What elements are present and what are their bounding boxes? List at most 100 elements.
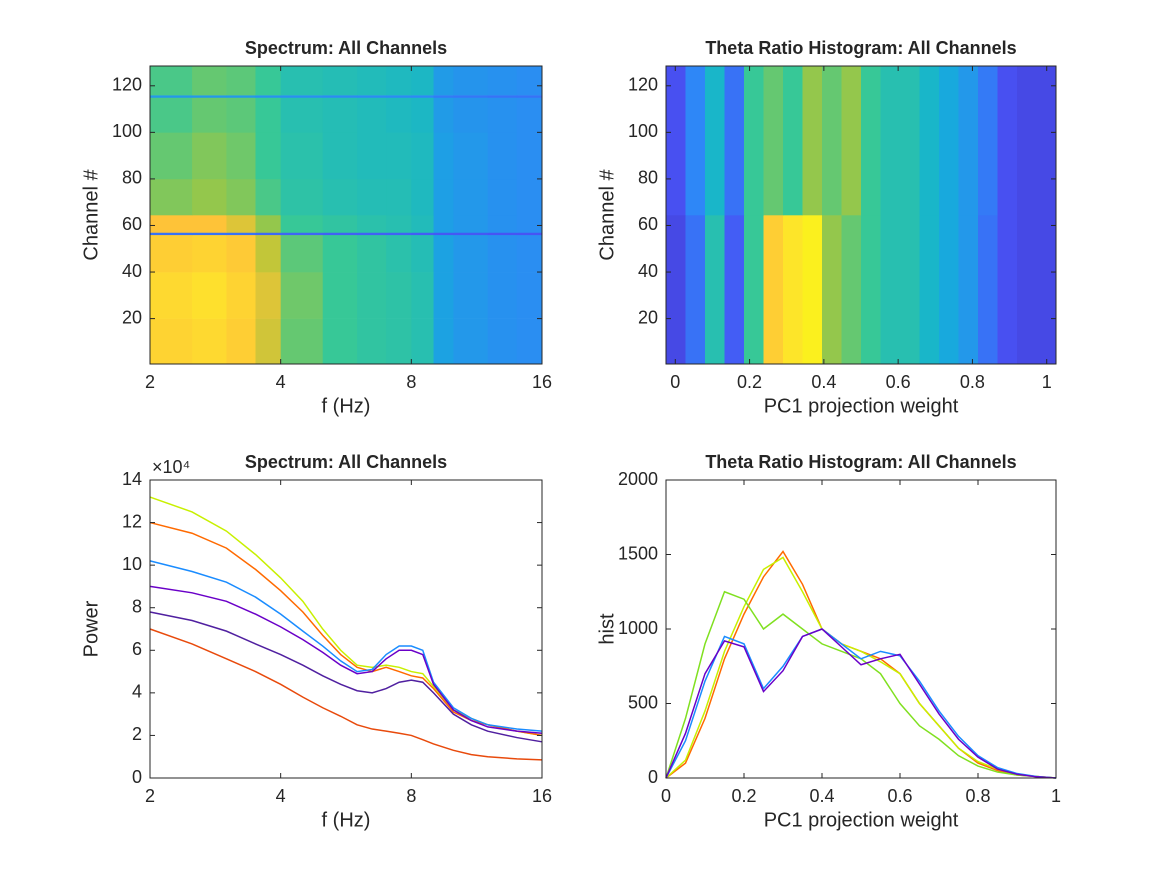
heatmap-cell (357, 234, 387, 273)
heatmap-cell (386, 132, 412, 180)
heatmap-cell (150, 234, 193, 273)
heatmap-cell (411, 318, 435, 365)
heatmap-cell (411, 215, 435, 233)
heatmap-cell (357, 132, 387, 180)
heatmap-cell (150, 232, 193, 236)
chart-title: Theta Ratio Histogram: All Channels (705, 38, 1016, 58)
heatmap-cell (433, 318, 454, 365)
x-tick-label: 0 (670, 372, 680, 392)
y-tick-label: 2000 (618, 469, 658, 489)
y-tick-label: 10 (122, 554, 142, 574)
heatmap-cell (666, 66, 686, 216)
heatmap-cell (322, 318, 358, 365)
heatmap-cell (744, 66, 764, 216)
heatmap-cell (724, 66, 745, 216)
x-tick-label: 0.4 (809, 786, 834, 806)
series-line (665, 590, 1057, 779)
heatmap-cell (978, 66, 998, 216)
heatmap-cell (516, 66, 543, 96)
y-tick-label: 0 (132, 767, 142, 787)
heatmap-cell (516, 132, 543, 180)
series-line (149, 628, 543, 761)
heatmap-cell (666, 215, 686, 365)
heatmap-cell (997, 215, 1018, 365)
heatmap-cell (322, 215, 358, 233)
heatmap-cell (487, 234, 518, 273)
heatmap-cell (150, 95, 193, 98)
heatmap-cell (255, 178, 282, 216)
subplot: 0 0.2 0.4 0.6 0.8 1 0 500 1000 1500 2000 Theta Rati… (596, 452, 1061, 832)
heatmap-cell (192, 97, 227, 133)
heatmap-cell (357, 215, 387, 233)
heatmap-cell (192, 232, 227, 236)
series-line (149, 560, 543, 732)
heatmap-cell (433, 132, 454, 180)
heatmap-cell (880, 66, 901, 216)
heatmap-cell (357, 232, 387, 236)
heatmap-cell (386, 215, 412, 233)
heatmap-cell (411, 232, 435, 236)
heatmap-cell (783, 66, 803, 216)
heatmap-cell (280, 215, 324, 233)
heatmap-cell (433, 272, 454, 319)
heatmap-cell (453, 132, 489, 180)
x-tick-label: 8 (406, 372, 416, 392)
heatmap-cell (724, 215, 745, 365)
heatmap-cell (744, 215, 764, 365)
y-tick-label: 100 (628, 121, 658, 141)
y-tick-label: 8 (132, 596, 142, 616)
heatmap-cell (958, 215, 979, 365)
heatmap-cell (255, 318, 282, 365)
heatmap-cell (192, 132, 227, 180)
heatmap-cell (322, 178, 358, 216)
heatmap-cell (386, 272, 412, 319)
heatmap-cell (433, 66, 454, 96)
y-tick-label: 500 (628, 692, 658, 712)
x-tick-label: 4 (276, 372, 286, 392)
heatmap-cell (453, 232, 489, 236)
y-tick-label: 1500 (618, 543, 658, 563)
heatmap-cell (386, 178, 412, 216)
x-axis-label: PC1 projection weight (764, 809, 959, 831)
heatmap-cell (487, 132, 518, 180)
y-axis-label: Channel # (596, 169, 618, 261)
y-axis-label: hist (596, 613, 618, 645)
heatmap-cell (357, 178, 387, 216)
heatmap-cell (386, 318, 412, 365)
x-tick-label: 2 (145, 372, 155, 392)
heatmap-cell (900, 215, 920, 365)
y-tick-label: 60 (122, 214, 142, 234)
heatmap-cell (280, 66, 324, 96)
heatmap-cell (487, 178, 518, 216)
x-tick-label: 0.8 (965, 786, 990, 806)
heatmap-cell (685, 66, 706, 216)
heatmap-cell (357, 97, 387, 133)
heatmap-cell (322, 97, 358, 133)
y-tick-label: 6 (132, 639, 142, 659)
heatmap-cell (453, 318, 489, 365)
heatmap-cell (1017, 66, 1037, 216)
heatmap-cell (919, 66, 940, 216)
heatmap-cell (453, 178, 489, 216)
heatmap-cell (783, 215, 803, 365)
heatmap-cell (226, 132, 256, 180)
heatmap-cell (978, 215, 998, 365)
heatmap-cell (411, 66, 435, 96)
heatmap-cell (411, 178, 435, 216)
heatmap-cell (516, 215, 543, 233)
heatmap-cell (255, 66, 282, 96)
heatmap-cell (386, 232, 412, 236)
y-tick-label: 40 (638, 261, 658, 281)
heatmap-cell (255, 132, 282, 180)
x-axis-label: PC1 projection weight (764, 395, 959, 417)
y-tick-label: 2 (132, 724, 142, 744)
heatmap-cell (939, 215, 959, 365)
heatmap-cell (357, 318, 387, 365)
heatmap-cell (433, 215, 454, 233)
heatmap-cell (900, 66, 920, 216)
heatmap-cell (150, 318, 193, 365)
heatmap-cell (255, 234, 282, 273)
series-line (665, 556, 1057, 779)
series-line (665, 628, 1057, 779)
